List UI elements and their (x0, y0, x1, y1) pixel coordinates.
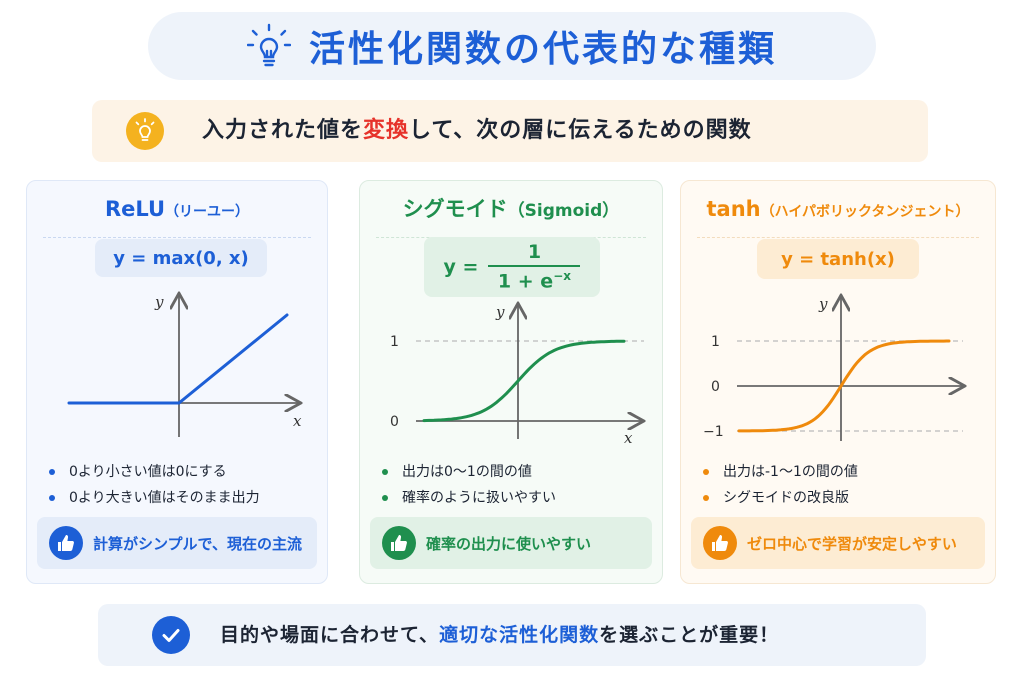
relu-x-label: x (293, 412, 302, 430)
tanh-header: tanh（ハイパボリックタンジェント） (706, 197, 970, 221)
page-title: 活性化関数の代表的な種類 (308, 29, 777, 70)
subtitle-text: 入力された値を変換して、次の層に伝えるための関数 (202, 118, 752, 143)
sigmoid-card: シグモイド（Sigmoid） y = 1 1 + e−x 1 0 x y 出力は… (359, 180, 663, 584)
relu-header: ReLU（リーユー） (104, 197, 250, 221)
subtitle-band: 入力された値を変換して、次の層に伝えるための関数 (92, 100, 928, 162)
relu-y-label: y (154, 293, 164, 311)
tanh-graph: 1 0 −1 y (703, 289, 997, 441)
sigmoid-formula: y = 1 1 + e−x (424, 237, 600, 297)
tanh-formula: y = tanh(x) (757, 239, 919, 279)
list-item: 出力は-1〜1の間の値 (703, 459, 858, 485)
thumbs-up-icon (703, 526, 737, 560)
tanh-tick-1: 1 (711, 334, 720, 350)
relu-bullets: 0より小さい値は0にする 0より大きい値はそのまま出力 (49, 459, 260, 511)
sigmoid-tick-0: 0 (390, 414, 399, 430)
sigmoid-bullets: 出力は0〜1の間の値 確率のように扱いやすい (382, 459, 556, 511)
sigmoid-note: 確率の出力に使いやすい (370, 517, 652, 569)
tanh-card: tanh（ハイパボリックタンジェント） y = tanh(x) 1 0 −1 y… (680, 180, 996, 584)
subtitle-highlight: 変換 (363, 118, 410, 143)
list-item: 出力は0〜1の間の値 (382, 459, 556, 485)
sigmoid-header: シグモイド（Sigmoid） (402, 197, 620, 221)
title-banner: 活性化関数の代表的な種類 (148, 12, 876, 80)
footer-text: 目的や場面に合わせて、適切な活性化関数を選ぶことが重要！ (220, 624, 780, 646)
list-item: 0より小さい値は0にする (49, 459, 260, 485)
sigmoid-y-label: y (495, 303, 505, 321)
relu-formula: y = max(0, x) (95, 239, 267, 277)
tanh-curve (737, 339, 951, 433)
thumbs-up-icon (382, 526, 416, 560)
tanh-tick-m1: −1 (703, 424, 724, 440)
sigmoid-curve (422, 339, 626, 423)
list-item: 0より大きい値はそのまま出力 (49, 485, 260, 511)
relu-note: 計算がシンプルで、現在の主流 (37, 517, 317, 569)
relu-graph: x y (67, 281, 329, 437)
sigmoid-graph: 1 0 x y (390, 299, 664, 447)
list-item: シグモイドの改良版 (703, 485, 858, 511)
list-item: 確率のように扱いやすい (382, 485, 556, 511)
relu-card: ReLU（リーユー） y = max(0, x) x y 0より小さい値は0にす… (26, 180, 328, 584)
checkmark-icon (152, 616, 190, 654)
tanh-note: ゼロ中心で学習が安定しやすい (691, 517, 985, 569)
footer-band: 目的や場面に合わせて、適切な活性化関数を選ぶことが重要！ (98, 604, 926, 666)
relu-curve (67, 313, 289, 405)
tanh-bullets: 出力は-1〜1の間の値 シグモイドの改良版 (703, 459, 858, 511)
lightbulb-icon (126, 112, 164, 150)
thumbs-up-icon (49, 526, 83, 560)
tanh-tick-0: 0 (711, 379, 720, 395)
tanh-y-label: y (818, 295, 828, 313)
footer-highlight: 適切な活性化関数 (439, 624, 600, 646)
sigmoid-x-label: x (624, 429, 633, 447)
lightbulb-icon (246, 23, 291, 67)
sigmoid-tick-1: 1 (390, 334, 399, 350)
